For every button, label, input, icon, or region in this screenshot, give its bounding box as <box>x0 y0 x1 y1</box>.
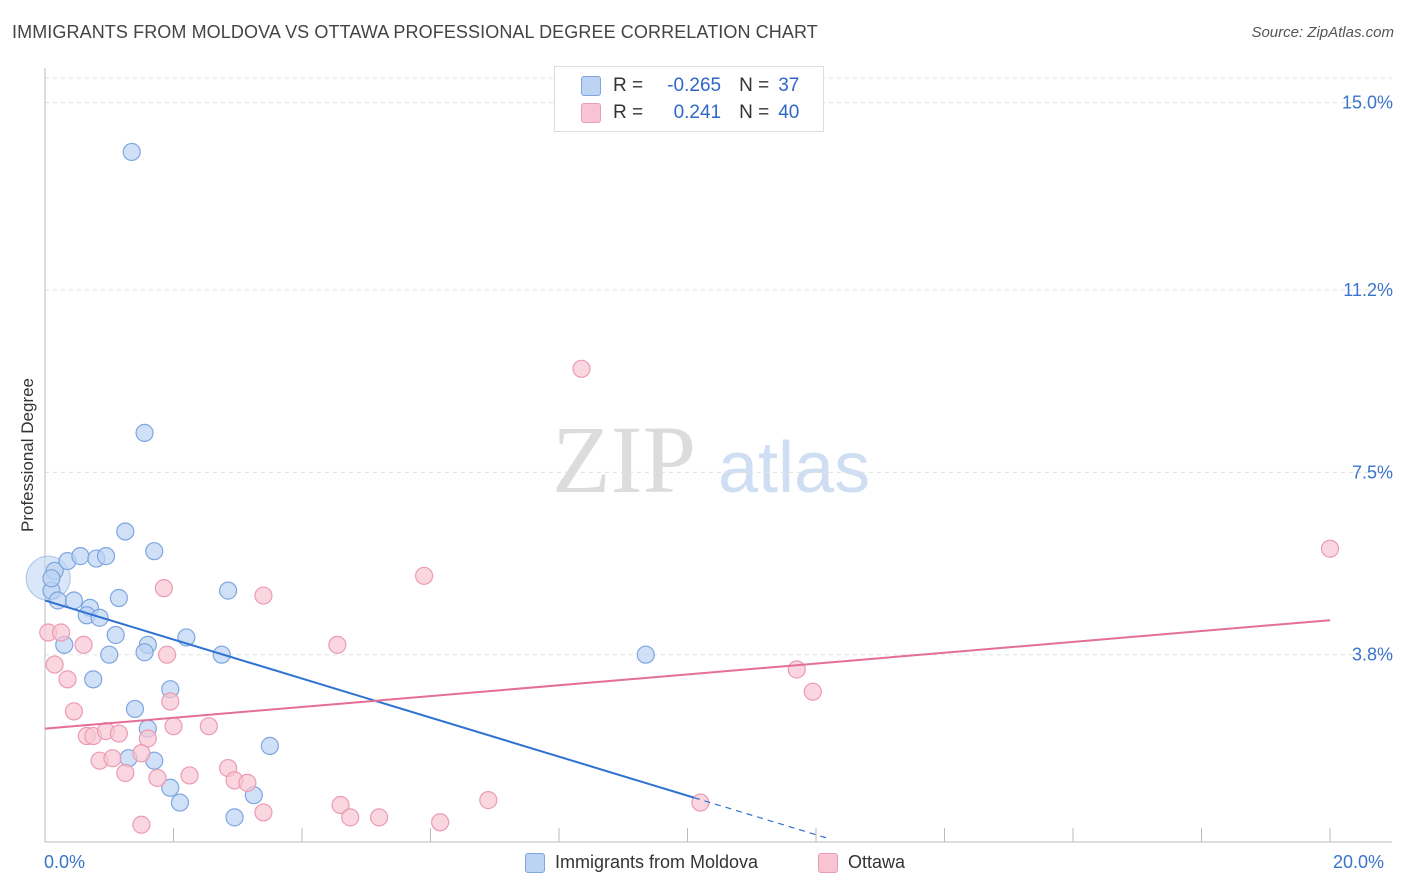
legend-swatch-pink <box>581 103 601 123</box>
data-point-moldova <box>135 643 154 662</box>
legend-n-value: 40 <box>778 102 800 123</box>
data-point-moldova <box>225 808 244 827</box>
data-point-ottawa <box>132 815 151 834</box>
legend-r-label: R = <box>613 102 644 123</box>
y-axis-label: Professional Degree <box>18 377 37 533</box>
legend-swatch-blue <box>525 852 545 873</box>
chart-title: IMMIGRANTS FROM MOLDOVA VS OTTAWA PROFES… <box>12 22 818 42</box>
data-point-ottawa <box>787 660 806 679</box>
data-point-ottawa <box>157 645 177 664</box>
data-point-moldova <box>84 670 103 689</box>
data-point-ottawa <box>161 692 180 711</box>
legend-n-label: N = <box>739 102 770 123</box>
legend-swatch-blue <box>581 76 601 96</box>
legend-item-ottawa[interactable]: Ottawa <box>818 852 905 873</box>
data-point-moldova <box>636 645 655 664</box>
data-point-moldova <box>100 645 119 664</box>
legend-r-value: 0.241 <box>673 102 722 123</box>
data-point-ottawa <box>199 717 218 736</box>
data-point-ottawa <box>45 655 64 674</box>
legend-n-value: 37 <box>778 75 800 96</box>
trend-line-moldova-extension <box>693 797 830 840</box>
series-legend: Immigrants from Moldova Ottawa <box>0 852 1406 878</box>
data-point-moldova <box>260 736 279 755</box>
legend-label-moldova: Immigrants from Moldova <box>555 852 759 872</box>
legend-r-label: R = <box>613 75 644 96</box>
data-point-ottawa <box>180 766 199 785</box>
data-point-moldova <box>106 625 125 645</box>
data-point-ottawa <box>254 586 273 605</box>
x-tick-label-min: 0.0% <box>44 852 86 872</box>
y-tick-label: 7.5% <box>1352 462 1393 482</box>
data-point-ottawa <box>74 635 93 654</box>
data-point-ottawa <box>148 768 167 788</box>
data-point-moldova <box>161 778 180 797</box>
data-point-moldova <box>135 423 154 442</box>
data-point-ottawa <box>103 749 122 768</box>
data-point-moldova <box>145 542 164 561</box>
data-point-moldova <box>116 522 135 541</box>
stats-legend: R = -0.265 N = 37 R = 0.241 N = 40 <box>554 66 824 132</box>
y-tick-label: 15.0% <box>1342 93 1393 113</box>
data-point-ottawa <box>691 793 710 812</box>
data-point-ottawa <box>431 813 450 832</box>
data-point-ottawa <box>58 670 77 689</box>
data-point-moldova <box>170 793 190 812</box>
data-point-ottawa <box>1320 539 1340 558</box>
data-point-moldova <box>122 142 141 162</box>
data-point-ottawa <box>341 808 360 827</box>
legend-item-moldova[interactable]: Immigrants from Moldova <box>525 852 758 873</box>
legend-label-ottawa: Ottawa <box>848 852 906 872</box>
legend-n-label: N = <box>739 75 770 96</box>
data-point-moldova <box>96 547 116 566</box>
data-point-moldova <box>219 581 238 600</box>
data-point-ottawa <box>572 359 591 378</box>
data-point-ottawa <box>331 795 350 815</box>
data-point-ottawa <box>51 623 71 642</box>
data-point-ottawa <box>254 803 273 822</box>
y-tick-label: 3.8% <box>1352 645 1393 665</box>
y-tick-label: 11.2% <box>1343 280 1393 300</box>
data-point-moldova <box>71 547 90 566</box>
x-tick-label-max: 20.0% <box>1333 852 1385 872</box>
legend-row-ottawa: R = 0.241 N = 40 <box>555 101 799 125</box>
data-point-ottawa <box>64 702 84 721</box>
data-point-ottawa <box>328 635 347 654</box>
data-point-ottawa <box>479 791 498 810</box>
data-point-ottawa <box>154 579 173 598</box>
watermark-atlas: atlas <box>718 428 870 508</box>
trend-line-ottawa <box>44 619 1331 730</box>
source-label: Source: ZipAtlas.com <box>1251 24 1394 41</box>
watermark-zip: ZIP <box>552 406 696 513</box>
data-point-ottawa <box>132 744 151 763</box>
data-point-ottawa <box>164 717 183 736</box>
data-point-ottawa <box>370 808 389 827</box>
legend-row-moldova: R = -0.265 N = 37 <box>555 74 799 98</box>
trend-line-moldova <box>44 599 695 799</box>
data-point-ottawa <box>238 773 257 792</box>
data-point-ottawa <box>414 566 434 585</box>
legend-swatch-pink <box>818 852 838 873</box>
legend-r-value: -0.265 <box>667 75 722 96</box>
data-point-moldova <box>42 569 61 588</box>
data-point-moldova <box>125 699 145 719</box>
data-point-ottawa <box>109 724 128 743</box>
data-point-ottawa <box>803 682 822 701</box>
data-point-moldova <box>109 588 128 608</box>
data-point-ottawa <box>116 763 135 783</box>
